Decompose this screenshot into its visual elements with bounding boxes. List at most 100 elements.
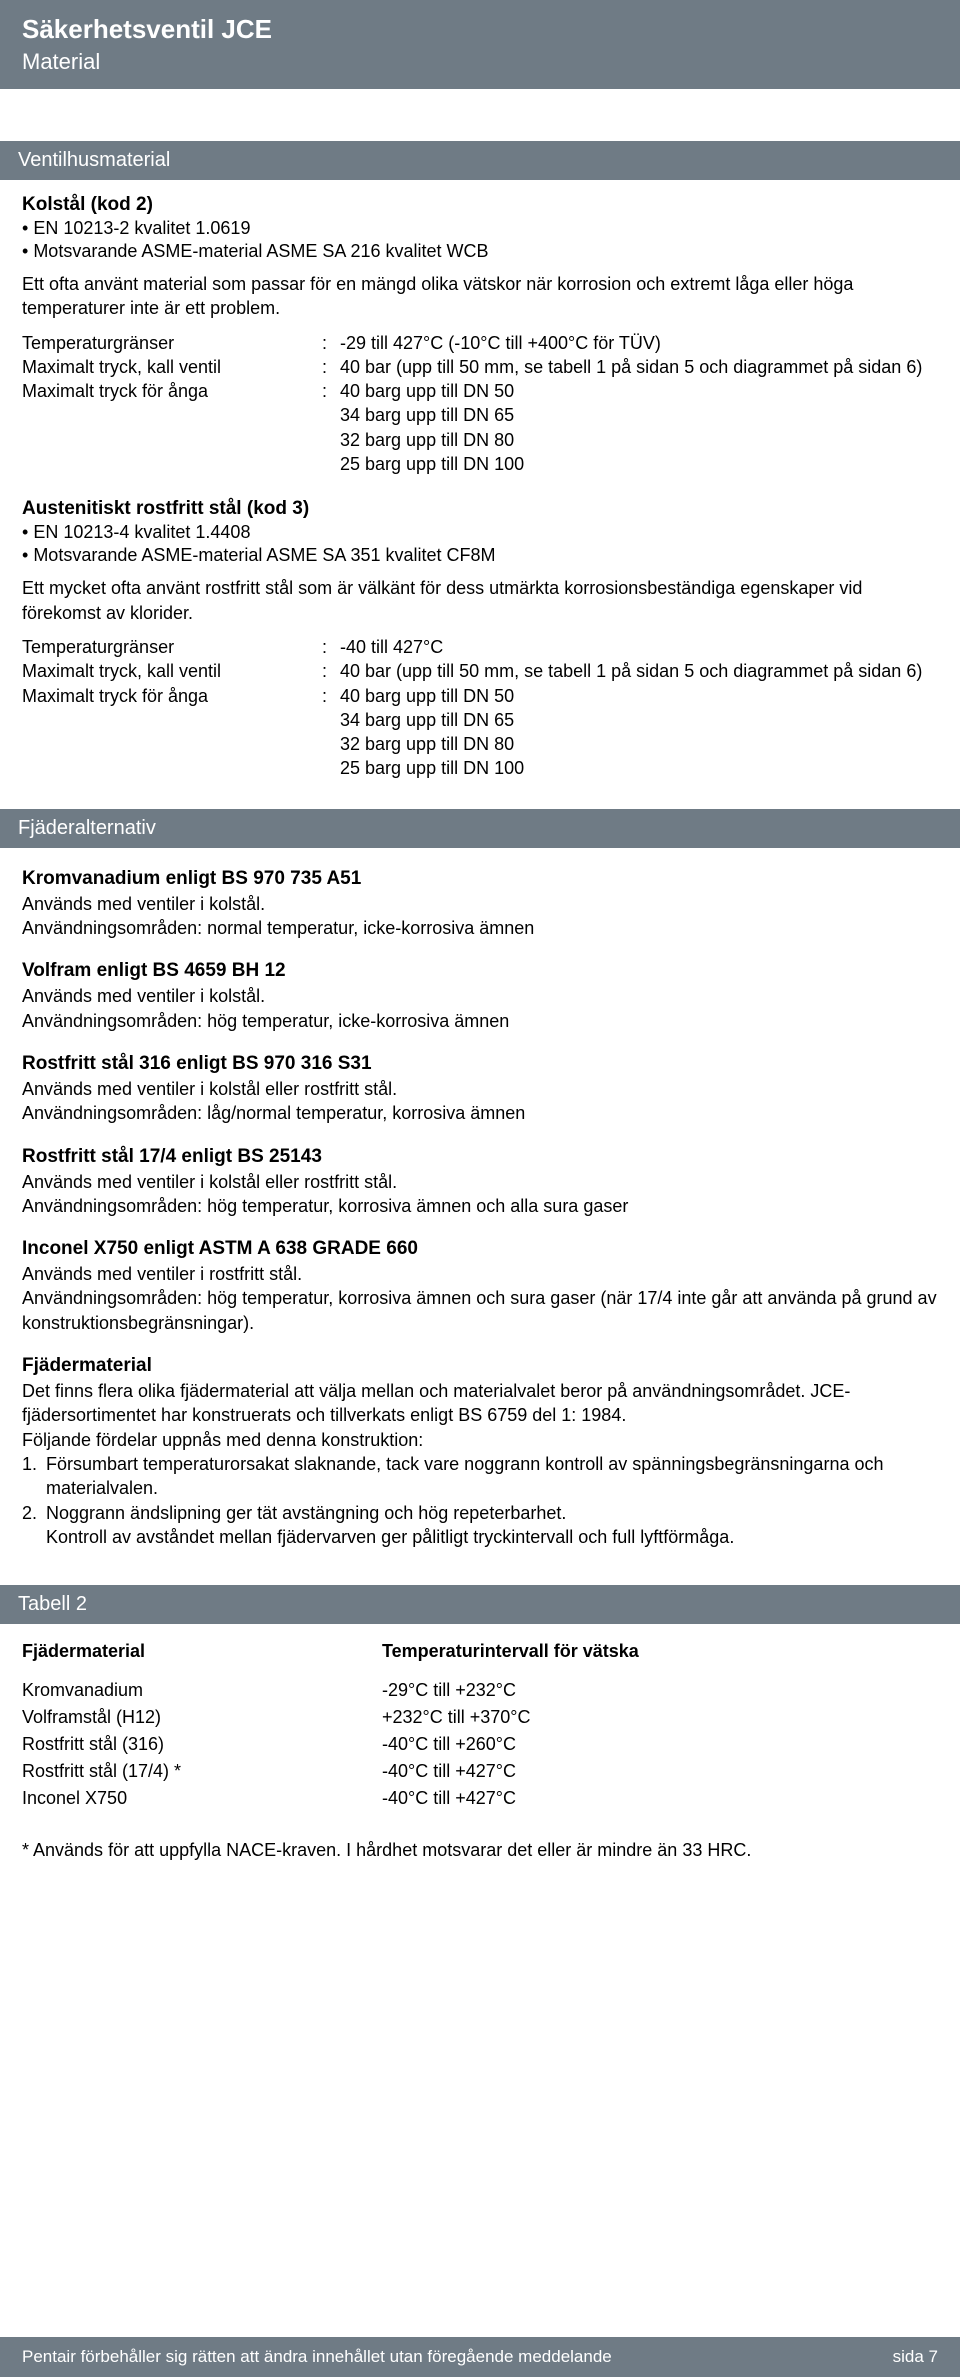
fjader-item-heading: Rostfritt stål 316 enligt BS 970 316 S31	[22, 1053, 938, 1075]
numlist-text: Försumbart temperaturorsakat slaknande, …	[46, 1452, 938, 1501]
fjader-item-heading: Inconel X750 enligt ASTM A 638 GRADE 660	[22, 1238, 938, 1260]
spec-value: -29 till 427°C (-10°C till +400°C för TÜ…	[340, 331, 938, 355]
fjader-item: Kromvanadium enligt BS 970 735 A51 Använ…	[22, 868, 938, 941]
spec-label: Maximalt tryck, kall ventil	[22, 659, 322, 683]
tabell2-cell: Inconel X750	[22, 1785, 382, 1812]
ventilhus-content: Kolstål (kod 2) EN 10213-2 kvalitet 1.06…	[0, 194, 960, 781]
page-title: Säkerhetsventil JCE	[22, 14, 938, 45]
kolstal-specs: Temperaturgränser : -29 till 427°C (-10°…	[22, 331, 938, 477]
spec-label: Temperaturgränser	[22, 331, 322, 355]
tabell2-header-row: Fjädermaterial Temperaturintervall för v…	[22, 1638, 938, 1665]
numlist-item: 2. Noggrann ändslipning ger tät avstängn…	[22, 1501, 938, 1525]
kolstal-heading: Kolstål (kod 2)	[22, 194, 938, 216]
fjader-item-line: Användningsområden: hög temperatur, korr…	[22, 1194, 938, 1218]
spec-label: Maximalt tryck för ånga	[22, 684, 322, 781]
page-header-bar: Säkerhetsventil JCE Material	[0, 0, 960, 89]
spec-row: Temperaturgränser : -40 till 427°C	[22, 635, 938, 659]
page: Säkerhetsventil JCE Material Ventilhusma…	[0, 0, 960, 2377]
tabell2-note: * Används för att uppfylla NACE-kraven. …	[0, 1840, 960, 1861]
spec-colon: :	[322, 659, 340, 683]
tabell2-col2-head: Temperaturintervall för vätska	[382, 1638, 938, 1665]
tabell2-cell: Volframstål (H12)	[22, 1704, 382, 1731]
tabell2-row: Volframstål (H12) +232°C till +370°C	[22, 1704, 938, 1731]
spacer	[0, 89, 960, 141]
numlist-number: 1.	[22, 1452, 46, 1501]
spec-colon: :	[322, 331, 340, 355]
fjader-item: Rostfritt stål 17/4 enligt BS 25143 Anvä…	[22, 1146, 938, 1219]
austenit-bullet-1: EN 10213-4 kvalitet 1.4408	[22, 522, 938, 543]
fjader-item-line: Används med ventiler i kolstål.	[22, 892, 938, 916]
austenit-para: Ett mycket ofta använt rostfritt stål so…	[22, 576, 938, 625]
spec-value: -40 till 427°C	[340, 635, 938, 659]
spec-label: Maximalt tryck, kall ventil	[22, 355, 322, 379]
austenit-block: Austenitiskt rostfritt stål (kod 3) EN 1…	[22, 498, 938, 780]
austenit-specs: Temperaturgränser : -40 till 427°C Maxim…	[22, 635, 938, 781]
tabell2-cell: Rostfritt stål (17/4) *	[22, 1758, 382, 1785]
spec-label: Temperaturgränser	[22, 635, 322, 659]
spec-value: 40 bar (upp till 50 mm, se tabell 1 på s…	[340, 659, 938, 683]
fjader-material-numlist: 1. Försumbart temperaturorsakat slaknand…	[22, 1452, 938, 1549]
tabell2-row: Rostfritt stål (17/4) * -40°C till +427°…	[22, 1758, 938, 1785]
fjader-item-line: Används med ventiler i kolstål eller ros…	[22, 1170, 938, 1194]
spec-colon: :	[322, 684, 340, 781]
spec-row: Maximalt tryck, kall ventil : 40 bar (up…	[22, 659, 938, 683]
tabell2-cell: -40°C till +260°C	[382, 1731, 938, 1758]
fjader-material-block: Fjädermaterial Det finns flera olika fjä…	[22, 1355, 938, 1549]
section-bar-fjader: Fjäderalternativ	[0, 809, 960, 848]
austenit-heading: Austenitiskt rostfritt stål (kod 3)	[22, 498, 938, 520]
numlist-text: Noggrann ändslipning ger tät avstängning…	[46, 1501, 566, 1525]
austenit-bullet-2: Motsvarande ASME-material ASME SA 351 kv…	[22, 545, 938, 566]
kolstal-bullet-2: Motsvarande ASME-material ASME SA 216 kv…	[22, 241, 938, 262]
fjader-item-line: Används med ventiler i rostfritt stål.	[22, 1262, 938, 1286]
fjader-item: Inconel X750 enligt ASTM A 638 GRADE 660…	[22, 1238, 938, 1335]
tabell2-col1-head: Fjädermaterial	[22, 1638, 382, 1665]
tabell2-cell: -40°C till +427°C	[382, 1785, 938, 1812]
section-bar-tabell2: Tabell 2	[0, 1585, 960, 1624]
fjader-item-line: Användningsområden: hög temperatur, icke…	[22, 1009, 938, 1033]
footer-right: sida 7	[893, 2347, 938, 2367]
tabell2-row: Kromvanadium -29°C till +232°C	[22, 1677, 938, 1704]
fjader-item-line: Används med ventiler i kolstål eller ros…	[22, 1077, 938, 1101]
spec-colon: :	[322, 379, 340, 476]
numlist-item: 1. Försumbart temperaturorsakat slaknand…	[22, 1452, 938, 1501]
fjader-content: Kromvanadium enligt BS 970 735 A51 Använ…	[0, 868, 960, 1549]
fjader-material-heading: Fjädermaterial	[22, 1355, 938, 1377]
fjader-item-heading: Volfram enligt BS 4659 BH 12	[22, 960, 938, 982]
spec-colon: :	[322, 635, 340, 659]
fjader-item: Rostfritt stål 316 enligt BS 970 316 S31…	[22, 1053, 938, 1126]
spec-row: Maximalt tryck, kall ventil : 40 bar (up…	[22, 355, 938, 379]
fjader-item-line: Användningsområden: normal temperatur, i…	[22, 916, 938, 940]
fjader-item: Volfram enligt BS 4659 BH 12 Används med…	[22, 960, 938, 1033]
spec-value: 40 bar (upp till 50 mm, se tabell 1 på s…	[340, 355, 938, 379]
spec-row: Temperaturgränser : -29 till 427°C (-10°…	[22, 331, 938, 355]
section-bar-ventilhus: Ventilhusmaterial	[0, 141, 960, 180]
fjader-item-heading: Kromvanadium enligt BS 970 735 A51	[22, 868, 938, 890]
kolstal-para: Ett ofta använt material som passar för …	[22, 272, 938, 321]
fjader-item-heading: Rostfritt stål 17/4 enligt BS 25143	[22, 1146, 938, 1168]
page-footer: Pentair förbehåller sig rätten att ändra…	[0, 2337, 960, 2377]
spec-row: Maximalt tryck för ånga : 40 barg upp ti…	[22, 684, 938, 781]
fjader-section: Fjäderalternativ Kromvanadium enligt BS …	[0, 809, 960, 1549]
spec-label: Maximalt tryck för ånga	[22, 379, 322, 476]
fjader-material-intro: Det finns flera olika fjädermaterial att…	[22, 1379, 938, 1428]
numlist-number	[22, 1525, 46, 1549]
numlist-text: Kontroll av avståndet mellan fjädervarve…	[46, 1525, 734, 1549]
fjader-item-line: Användningsområden: låg/normal temperatu…	[22, 1101, 938, 1125]
fjader-item-line: Användningsområden: hög temperatur, korr…	[22, 1286, 938, 1335]
kolstal-block: Kolstål (kod 2) EN 10213-2 kvalitet 1.06…	[22, 194, 938, 476]
tabell2-row: Inconel X750 -40°C till +427°C	[22, 1785, 938, 1812]
tabell2-cell: -29°C till +232°C	[382, 1677, 938, 1704]
page-subtitle: Material	[22, 49, 938, 75]
spec-value: 40 barg upp till DN 50 34 barg upp till …	[340, 379, 938, 476]
tabell2-row: Rostfritt stål (316) -40°C till +260°C	[22, 1731, 938, 1758]
tabell2-block: Tabell 2 Fjädermaterial Temperaturinterv…	[0, 1585, 960, 1861]
tabell2-content: Fjädermaterial Temperaturintervall för v…	[0, 1624, 960, 1822]
tabell2-cell: Kromvanadium	[22, 1677, 382, 1704]
fjader-material-lead: Följande fördelar uppnås med denna konst…	[22, 1428, 938, 1452]
tabell2-cell: -40°C till +427°C	[382, 1758, 938, 1785]
fjader-item-line: Används med ventiler i kolstål.	[22, 984, 938, 1008]
numlist-item: Kontroll av avståndet mellan fjädervarve…	[22, 1525, 938, 1549]
spec-row: Maximalt tryck för ånga : 40 barg upp ti…	[22, 379, 938, 476]
tabell2-cell: +232°C till +370°C	[382, 1704, 938, 1731]
numlist-number: 2.	[22, 1501, 46, 1525]
